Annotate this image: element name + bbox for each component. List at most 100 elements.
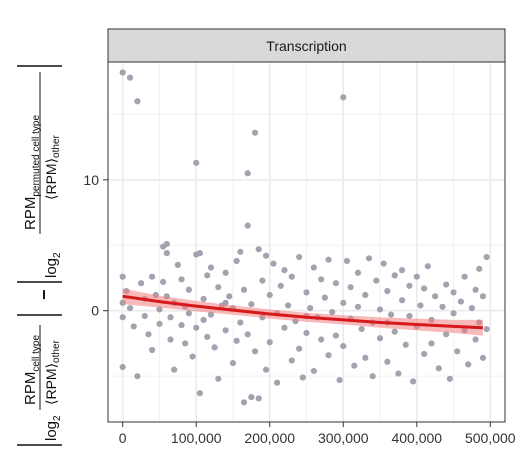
y-label-part1-prefix: log2 <box>43 415 63 441</box>
data-point <box>421 285 428 292</box>
data-point <box>266 339 273 346</box>
data-point <box>384 287 391 295</box>
data-point <box>262 366 270 373</box>
data-point <box>369 373 376 380</box>
data-point <box>318 336 325 343</box>
data-point <box>248 301 255 308</box>
data-point <box>362 291 369 299</box>
data-point <box>332 332 340 339</box>
data-point <box>233 337 240 344</box>
data-point <box>119 363 126 371</box>
trend-line <box>122 294 483 330</box>
panel-border <box>107 61 506 423</box>
data-point <box>428 340 435 347</box>
data-point <box>457 298 464 305</box>
data-point <box>130 323 137 330</box>
data-point <box>432 293 439 300</box>
data-point <box>145 331 152 338</box>
data-point <box>296 253 303 261</box>
data-point <box>126 305 134 312</box>
data-point <box>376 306 384 313</box>
data-point <box>318 276 325 283</box>
data-point <box>479 354 487 361</box>
data-point <box>270 260 277 267</box>
data-point <box>167 336 174 343</box>
data-point <box>285 302 292 309</box>
data-point <box>134 98 141 105</box>
data-point <box>384 358 391 365</box>
data-point <box>167 314 174 321</box>
y-label-part1-numerator: RPMcell type <box>22 335 42 405</box>
data-point <box>365 255 373 262</box>
y-label-part1-denominator: ⟨RPM⟩other <box>43 339 62 405</box>
data-point <box>472 286 479 293</box>
data-point <box>185 286 192 293</box>
y-label-operator: − <box>34 289 54 300</box>
x-tick-label: 300,000 <box>318 430 369 446</box>
data-point <box>325 256 332 263</box>
data-point <box>325 352 332 359</box>
data-point <box>237 319 244 326</box>
data-point <box>358 325 365 333</box>
data-point <box>395 370 402 377</box>
data-point <box>413 273 420 280</box>
data-point <box>288 357 295 364</box>
data-point <box>215 284 222 291</box>
facet-strip-label: Transcription <box>266 38 346 54</box>
data-point <box>156 306 163 313</box>
data-point <box>273 379 281 386</box>
y-axis-label: RPMcell type log2 ⟨RPM⟩other − log2 RPMp… <box>17 65 63 446</box>
data-point <box>226 293 233 300</box>
data-point <box>178 322 185 329</box>
data-point <box>178 276 185 283</box>
data-point <box>332 280 340 287</box>
data-point <box>204 333 211 341</box>
data-point <box>340 94 347 101</box>
data-point <box>119 69 126 76</box>
data-point <box>281 267 288 274</box>
data-point <box>376 335 384 342</box>
data-point <box>299 374 306 381</box>
data-point <box>281 324 288 331</box>
data-point <box>255 246 262 253</box>
data-point <box>163 250 170 257</box>
data-point <box>255 395 262 402</box>
data-point <box>160 278 167 286</box>
data-point <box>380 260 387 267</box>
y-axis: 0 10 <box>83 172 108 319</box>
data-point <box>126 74 134 81</box>
data-point <box>174 261 181 269</box>
data-point <box>465 361 472 368</box>
data-point <box>134 373 141 380</box>
data-point <box>303 289 310 296</box>
data-point <box>259 277 266 284</box>
data-point <box>233 257 240 265</box>
data-point <box>446 375 453 382</box>
data-point <box>240 399 248 406</box>
data-point <box>240 286 248 293</box>
data-point <box>398 297 406 304</box>
data-point <box>354 303 362 310</box>
data-point <box>417 302 424 309</box>
y-tick-label: 10 <box>83 172 99 188</box>
data-point <box>347 284 354 291</box>
data-point <box>200 295 207 303</box>
data-point <box>156 320 163 327</box>
x-tick-label: 400,000 <box>391 430 442 446</box>
data-point <box>215 375 222 382</box>
data-point <box>193 324 200 331</box>
data-point <box>461 273 468 280</box>
data-point <box>244 331 251 338</box>
data-point <box>373 277 380 284</box>
data-point <box>244 222 251 229</box>
data-point <box>262 252 270 259</box>
data-point <box>211 344 218 351</box>
data-point <box>354 269 362 276</box>
data-point <box>321 294 328 301</box>
data-point <box>443 281 450 288</box>
data-point <box>340 299 347 306</box>
data-point <box>137 280 145 287</box>
data-point <box>476 265 483 272</box>
data-point <box>424 263 431 270</box>
